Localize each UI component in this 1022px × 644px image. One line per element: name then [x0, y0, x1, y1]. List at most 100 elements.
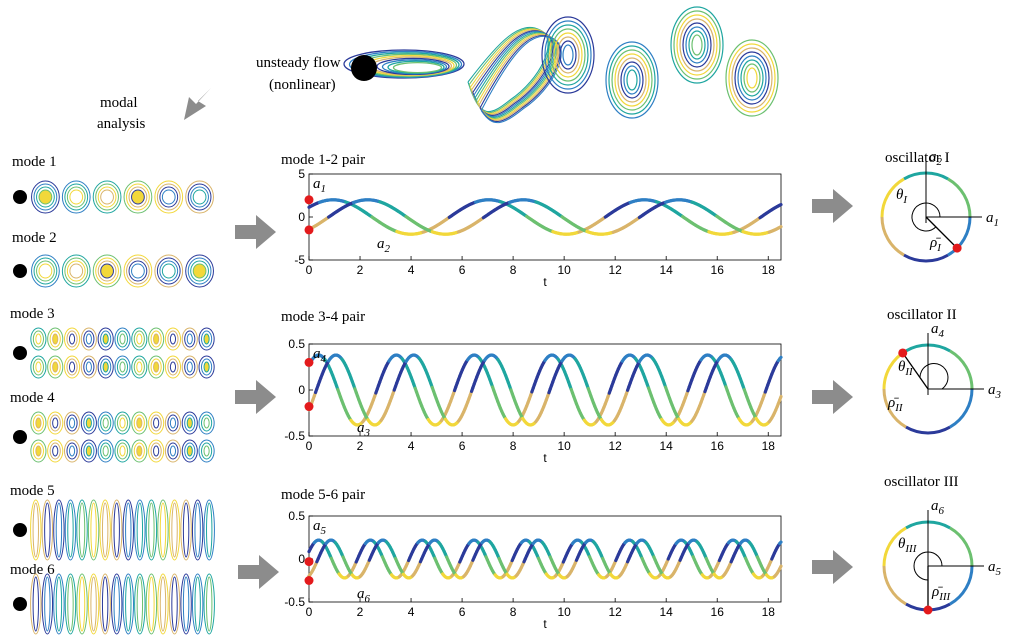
mode-contour	[30, 355, 47, 379]
mode-contour	[102, 333, 109, 345]
mode-contour	[63, 411, 81, 435]
mode-contour	[68, 361, 76, 373]
y-tick-label: 0	[298, 210, 305, 224]
flow-contour	[559, 40, 577, 70]
flow-contour	[670, 6, 724, 84]
phase-circle-arc	[882, 565, 907, 606]
mode-contour	[47, 327, 64, 351]
subscript: 6	[365, 593, 371, 605]
flow-contour	[553, 32, 583, 78]
mode-contour	[186, 445, 193, 457]
flow-label-line2: (nonlinear)	[269, 77, 336, 93]
mode-contour	[164, 411, 182, 435]
x-tick-label: 18	[762, 263, 776, 277]
mode-contour	[95, 257, 119, 285]
mode-contour	[156, 257, 181, 285]
x-tick-label: 6	[459, 263, 466, 277]
mode-contour	[116, 414, 129, 432]
arrows-to-oscillators	[812, 189, 853, 584]
mode-4-label: mode 4	[10, 390, 55, 406]
state-point-marker	[923, 605, 933, 615]
series-a2-segment	[778, 225, 783, 229]
mode-contour	[44, 502, 51, 558]
x-tick-label: 14	[660, 605, 674, 619]
mode-contour	[136, 445, 143, 457]
x-axis-label: t	[543, 617, 547, 631]
mode-contour	[181, 439, 198, 463]
y-tick-label: -0.5	[284, 429, 305, 443]
subscript: 6	[939, 505, 945, 517]
cylinder-marker	[13, 430, 27, 444]
chart-title: mode 5-6 pair	[281, 487, 365, 503]
mode-contour	[171, 576, 178, 632]
mode-contour	[68, 333, 76, 345]
mode-contour	[69, 189, 84, 205]
mode-contour	[97, 327, 114, 351]
mode-contour	[99, 499, 111, 561]
mode-contour	[119, 445, 126, 457]
mode-contour	[64, 257, 89, 285]
mode-contour	[169, 417, 177, 429]
horizontal-axis-label: a5	[988, 559, 1002, 578]
mode-contour	[185, 180, 214, 214]
mode-contour	[203, 417, 210, 429]
radius-vector	[902, 352, 929, 390]
mode-contour	[119, 361, 126, 373]
mode-contour	[145, 573, 158, 635]
mode-contour	[184, 442, 196, 460]
mode-contour	[53, 573, 65, 635]
mode-contour	[131, 327, 148, 351]
mode-contour	[102, 361, 109, 373]
mode-contour	[80, 439, 97, 463]
mode-contour	[102, 445, 109, 457]
theta-label: θII	[898, 359, 914, 378]
flow-contour	[605, 41, 659, 119]
mode-contour	[47, 411, 64, 435]
mode-contour	[92, 180, 122, 214]
mode-contour	[133, 414, 145, 432]
mode-contour	[67, 576, 74, 632]
x-tick-label: 6	[459, 605, 466, 619]
mode-contour	[99, 573, 111, 635]
x-tick-label: 4	[408, 439, 415, 453]
flow-contour	[685, 26, 709, 64]
mode-contour	[153, 445, 160, 457]
mode-contour	[181, 411, 198, 435]
mode-contour	[49, 358, 61, 376]
mode-contour	[64, 183, 89, 211]
vertical-axis-label: a4	[931, 321, 945, 340]
mode-contour	[83, 330, 95, 348]
mode-contour	[206, 502, 213, 558]
mode-contour	[167, 442, 179, 460]
cylinder-marker	[13, 264, 27, 278]
subscript: 3	[995, 389, 1002, 401]
oscillator-title: oscillator I	[885, 150, 950, 166]
mode-contour	[68, 417, 76, 429]
mode-contour	[90, 576, 97, 632]
flow-contour	[731, 47, 773, 109]
series-a1-segment	[778, 202, 783, 207]
mode-contour	[30, 573, 42, 635]
mode-contour	[49, 414, 61, 432]
mode-contour	[116, 358, 129, 376]
mode-contour	[100, 263, 114, 279]
flow-contours-image	[343, 6, 779, 124]
mode-contour	[167, 414, 179, 432]
mode-contour	[186, 333, 193, 345]
mode-1-label: mode 1	[12, 154, 57, 170]
theta-label: θI	[896, 187, 908, 206]
mode-contour	[78, 576, 86, 632]
mode-contour	[164, 355, 182, 379]
mode-contour	[201, 358, 213, 376]
y-tick-label: 0.5	[288, 509, 305, 523]
mode-contour	[44, 576, 51, 632]
phase-circle-arc	[905, 425, 951, 435]
series-label-upper: a1	[313, 176, 326, 195]
flow-contour	[467, 26, 549, 113]
mode-contour	[87, 499, 100, 561]
state-point-marker	[898, 348, 908, 358]
mode-contour	[41, 573, 54, 635]
phase-circle-arc	[949, 526, 974, 567]
mode-contour	[198, 355, 215, 379]
mode-contour	[30, 439, 47, 463]
